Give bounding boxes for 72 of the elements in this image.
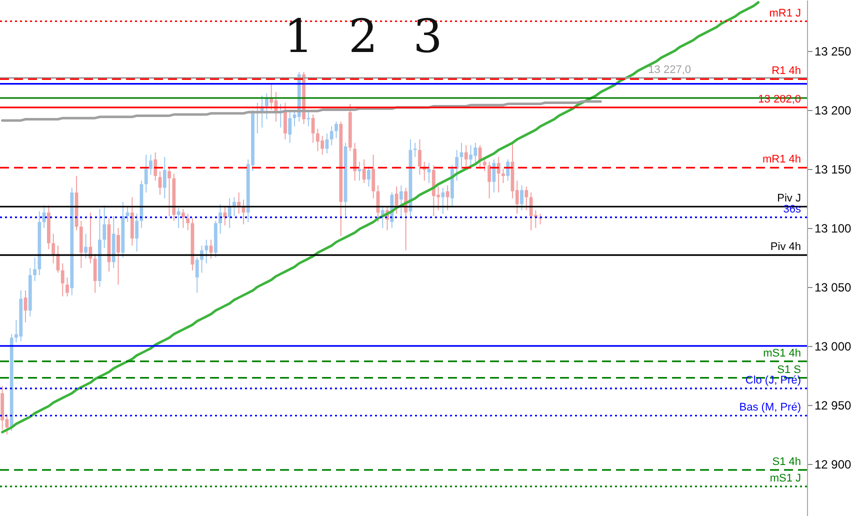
ref-line-label: Piv J: [777, 192, 801, 205]
candlestick: [84, 233, 88, 260]
ref-line-label: S1 4h: [772, 456, 801, 468]
ref-line-label: R1 4h: [772, 65, 801, 78]
annotation: 1: [284, 9, 314, 63]
candlestick: [464, 144, 468, 170]
candlestick: [102, 204, 106, 248]
y-tick-label: 13 050: [814, 280, 852, 294]
ref-line-label: mR1 4h: [762, 154, 801, 166]
candlestick: [311, 114, 315, 144]
candlestick: [176, 207, 180, 228]
candlestick: [42, 204, 46, 228]
candlestick: [218, 204, 222, 234]
candlestick: [502, 168, 505, 184]
candlestick: [372, 154, 376, 199]
candlestick: [288, 112, 292, 144]
candlestick: [353, 142, 356, 182]
y-tick-label: 12 950: [814, 398, 852, 413]
y-tick-label: 12 900: [814, 458, 852, 472]
ref-line-label: S1 S: [777, 364, 801, 376]
ref-line-label: Bas (M, Pré): [739, 402, 801, 414]
candlestick: [524, 186, 528, 211]
candlestick: [455, 149, 459, 182]
candlestick: [492, 158, 496, 193]
candlestick: [93, 253, 97, 294]
candlestick: [33, 256, 36, 282]
y-tick-label: 13 100: [814, 221, 852, 236]
candlestick: [362, 158, 366, 184]
y-tick-label: 13 150: [814, 162, 852, 176]
annotation: 3: [413, 9, 442, 63]
ref-line-label: mS1 J: [770, 472, 801, 484]
annotation: 2: [348, 9, 378, 63]
candlestick: [334, 121, 338, 139]
y-tick-label: 13 000: [814, 339, 852, 354]
candlestick: [162, 156, 166, 199]
candlestick: [380, 206, 384, 228]
candlestick: [144, 154, 148, 193]
candlestick: [482, 156, 486, 172]
candlestick: [330, 126, 334, 146]
candlestick: [204, 239, 208, 264]
candlestick: [496, 156, 500, 193]
candlestick: [182, 208, 185, 228]
candlestick: [506, 158, 510, 182]
ref-line-label: Piv 4h: [770, 241, 801, 254]
candlestick: [195, 256, 199, 294]
candlestick: [135, 213, 139, 252]
candlestick: [228, 198, 232, 228]
candlestick: [154, 152, 158, 182]
candlestick: [52, 233, 56, 264]
candlestick: [186, 213, 190, 231]
candlestick: [306, 112, 310, 127]
line-series: [1, 1, 760, 434]
candlestick: [116, 227, 120, 286]
candlestick: [488, 161, 491, 199]
candlestick: [264, 92, 268, 120]
candlestick: [66, 276, 69, 297]
candlestick: [60, 262, 64, 297]
y-tick-label: 13 250: [814, 44, 852, 58]
candlestick: [168, 166, 171, 217]
y-tick-label: 13 200: [814, 103, 852, 118]
candlestick: [149, 154, 152, 176]
candlestick: [399, 184, 403, 219]
ref-line-label: mS1 4h: [763, 347, 801, 360]
candlestick: [441, 187, 445, 214]
candlestick: [223, 206, 227, 226]
ref-line-label: mR1 J: [769, 7, 801, 20]
candlestick: [418, 138, 422, 176]
candlestick: [367, 166, 370, 188]
ref-line-label: 13 227,0: [648, 64, 691, 76]
candlestick: [520, 184, 524, 211]
candlestick: [446, 184, 450, 211]
candlestick: [284, 102, 287, 140]
